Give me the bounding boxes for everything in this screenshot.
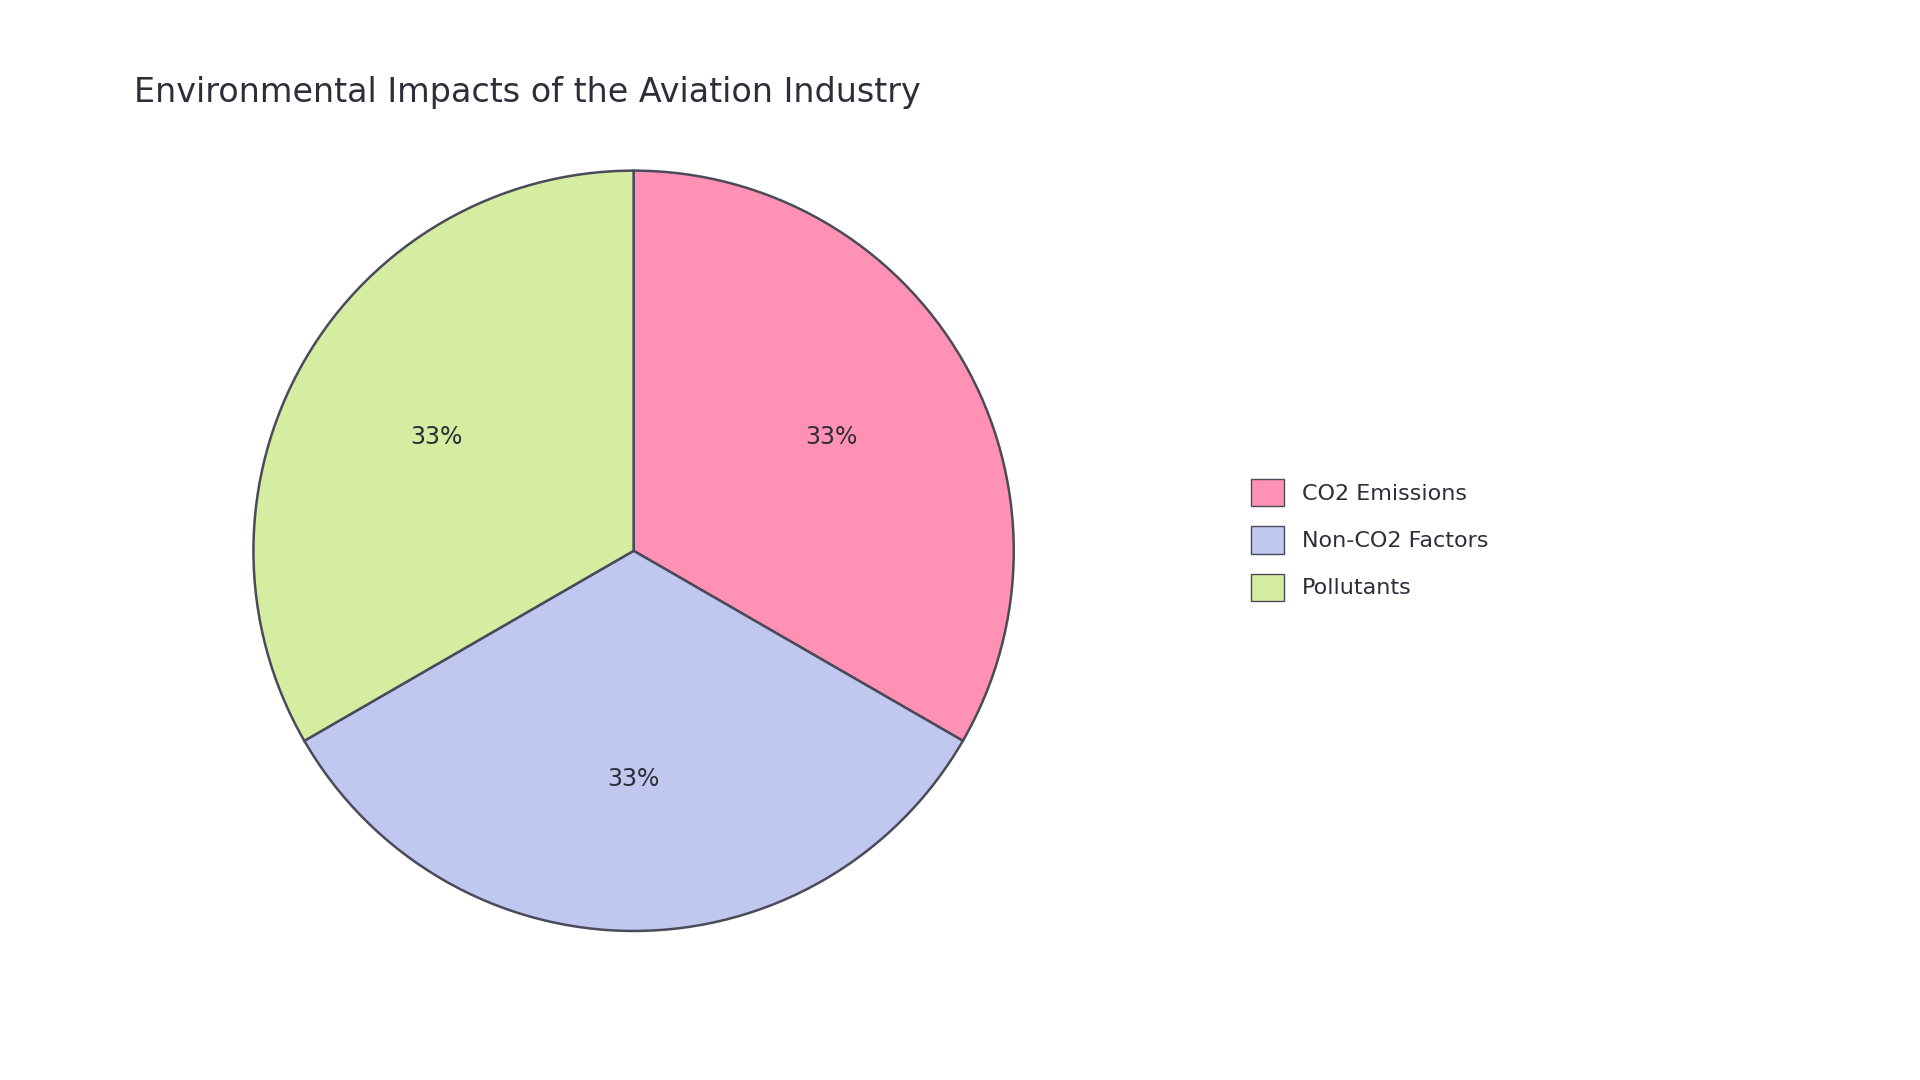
Legend: CO2 Emissions, Non-CO2 Factors, Pollutants: CO2 Emissions, Non-CO2 Factors, Pollutan… xyxy=(1240,469,1500,611)
Wedge shape xyxy=(253,171,634,741)
Text: 33%: 33% xyxy=(804,424,858,448)
Text: Environmental Impacts of the Aviation Industry: Environmental Impacts of the Aviation In… xyxy=(134,76,922,109)
Text: 33%: 33% xyxy=(607,767,660,791)
Wedge shape xyxy=(305,551,962,931)
Wedge shape xyxy=(634,171,1014,741)
Text: 33%: 33% xyxy=(409,424,463,448)
